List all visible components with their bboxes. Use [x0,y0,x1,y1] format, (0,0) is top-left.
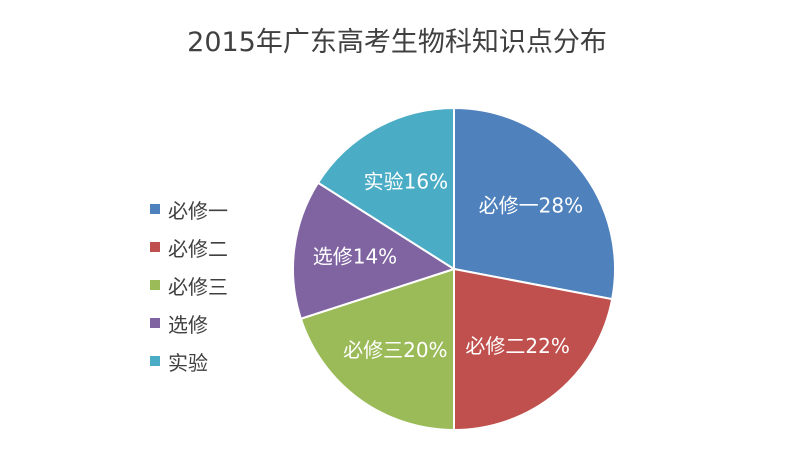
legend-label-2: 必修三 [168,274,228,299]
pie-slice-0 [453,106,616,301]
legend-label-3: 选修 [168,312,208,337]
pie-slice-3 [292,181,457,321]
pie-slices [292,106,616,432]
pie-slice-1 [453,267,614,432]
legend-label-1: 必修二 [168,236,228,261]
legend-swatch-2 [150,280,160,290]
pie-slice-label-3: 选修14% [313,244,397,268]
legend-item-1: 必修二 [150,228,228,266]
legend-item-3: 选修 [150,304,228,342]
pie-slice-label-4: 实验16% [364,170,448,194]
legend-swatch-4 [150,356,160,366]
legend-item-4: 实验 [150,342,228,380]
legend-swatch-0 [150,204,160,214]
legend: 必修一 必修二 必修三 选修 实验 [150,190,228,380]
pie-slice-label-1: 必修二22% [465,334,569,358]
legend-item-0: 必修一 [150,190,228,228]
legend-item-2: 必修三 [150,266,228,304]
legend-label-0: 必修一 [168,198,228,223]
pie-slice-2 [299,267,455,432]
pie-slice-label-2: 必修三20% [343,338,447,362]
legend-swatch-3 [150,318,160,328]
pie-slice-4 [316,106,455,271]
chart-title: 2015年广东高考生物科知识点分布 [187,27,607,58]
pie-slice-labels: 必修一28% 必修二22% 必修三20% 选修14% 实验16% [313,170,583,362]
legend-label-4: 实验 [168,350,208,375]
pie-slice-label-0: 必修一28% [479,193,583,217]
legend-swatch-1 [150,242,160,252]
